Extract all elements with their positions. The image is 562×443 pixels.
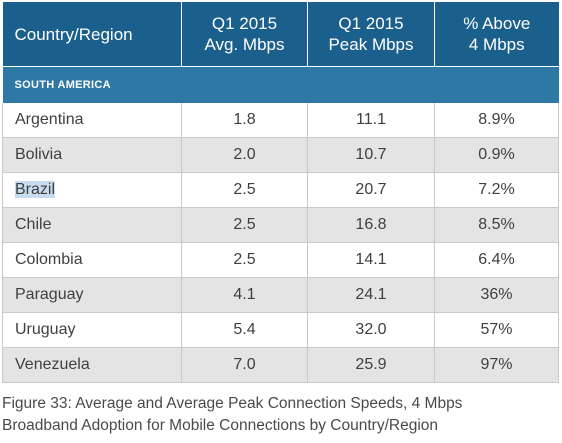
header-country-label: Country/Region: [14, 24, 133, 44]
country-cell[interactable]: Uruguay: [2, 312, 182, 348]
section-label: SOUTH AMERICA: [2, 66, 559, 103]
header-peak-line2: Peak Mbps: [328, 35, 414, 54]
avg-mbps-cell[interactable]: 5.4: [181, 312, 308, 348]
avg-mbps-cell[interactable]: 4.1: [181, 277, 308, 313]
header-above-line2: 4 Mbps: [468, 35, 525, 54]
peak-mbps-cell[interactable]: 11.1: [307, 103, 435, 138]
header-peak-mbps: Q1 2015 Peak Mbps: [307, 2, 435, 67]
country-cell[interactable]: Chile: [2, 207, 182, 243]
header-country-region: Country/Region: [2, 2, 182, 67]
table-row: Venezuela 7.0 25.9 97%: [2, 347, 559, 383]
country-name[interactable]: Argentina: [15, 111, 84, 128]
avg-mbps-cell[interactable]: 2.5: [181, 242, 308, 278]
table-row: Colombia 2.5 14.1 6.4%: [2, 242, 559, 278]
peak-mbps-cell[interactable]: 25.9: [307, 347, 435, 383]
header-avg-mbps: Q1 2015 Avg. Mbps: [181, 2, 308, 67]
table-row: Argentina 1.8 11.1 8.9%: [2, 103, 559, 138]
percent-above-cell[interactable]: 8.9%: [434, 103, 559, 138]
country-cell[interactable]: Venezuela: [2, 347, 182, 383]
table-row: Paraguay 4.1 24.1 36%: [2, 277, 559, 313]
peak-mbps-cell[interactable]: 32.0: [307, 312, 435, 348]
percent-above-cell[interactable]: 57%: [434, 312, 559, 348]
avg-mbps-cell[interactable]: 1.8: [181, 103, 308, 138]
header-avg-line1: Q1 2015: [211, 14, 278, 33]
country-cell[interactable]: Paraguay: [2, 277, 182, 313]
peak-mbps-cell[interactable]: 10.7: [307, 137, 435, 173]
table-row: Uruguay 5.4 32.0 57%: [2, 312, 559, 348]
country-cell[interactable]: Bolivia: [2, 137, 182, 173]
caption-line-1[interactable]: Figure 33: Average and Average Peak Conn…: [2, 395, 463, 412]
country-name[interactable]: Colombia: [15, 251, 83, 268]
percent-above-cell[interactable]: 7.2%: [434, 172, 559, 208]
avg-mbps-cell[interactable]: 2.5: [181, 207, 308, 243]
peak-mbps-cell[interactable]: 24.1: [307, 277, 435, 313]
header-peak-line1: Q1 2015: [338, 14, 404, 33]
connection-speed-table: Country/Region Q1 2015 Avg. Mbps Q1 2015…: [2, 2, 559, 383]
country-name-selected[interactable]: Brazil: [15, 181, 56, 198]
peak-mbps-cell[interactable]: 14.1: [307, 242, 435, 278]
data-table-container: Country/Region Q1 2015 Avg. Mbps Q1 2015…: [2, 2, 559, 383]
header-above-line1: % Above: [463, 14, 531, 33]
avg-mbps-cell[interactable]: 2.0: [181, 137, 308, 173]
table-body: SOUTH AMERICA Argentina 1.8 11.1 8.9% Bo…: [2, 66, 559, 383]
peak-mbps-cell[interactable]: 16.8: [307, 207, 435, 243]
percent-above-cell[interactable]: 6.4%: [434, 242, 559, 278]
figure-caption[interactable]: Figure 33: Average and Average Peak Conn…: [2, 393, 558, 437]
country-name[interactable]: Bolivia: [15, 146, 63, 163]
country-name[interactable]: Uruguay: [15, 321, 76, 338]
peak-mbps-cell[interactable]: 20.7: [307, 172, 435, 208]
country-cell[interactable]: Colombia: [2, 242, 182, 278]
header-avg-line2: Avg. Mbps: [204, 35, 285, 54]
country-name[interactable]: Venezuela: [15, 356, 90, 373]
country-name[interactable]: Paraguay: [15, 286, 84, 303]
header-percent-above: % Above 4 Mbps: [434, 2, 559, 67]
table-row: Chile 2.5 16.8 8.5%: [2, 207, 559, 243]
country-cell[interactable]: Brazil: [2, 172, 182, 208]
caption-line-2[interactable]: Broadband Adoption for Mobile Connection…: [2, 417, 438, 434]
avg-mbps-cell[interactable]: 7.0: [181, 347, 308, 383]
percent-above-cell[interactable]: 8.5%: [434, 207, 559, 243]
percent-above-cell[interactable]: 36%: [434, 277, 559, 313]
percent-above-cell[interactable]: 0.9%: [434, 137, 559, 173]
country-cell[interactable]: Argentina: [2, 103, 182, 138]
section-row: SOUTH AMERICA: [2, 66, 559, 103]
table-row: Brazil 2.5 20.7 7.2%: [2, 172, 559, 208]
percent-above-cell[interactable]: 97%: [434, 347, 559, 383]
table-row: Bolivia 2.0 10.7 0.9%: [2, 137, 559, 173]
country-name[interactable]: Chile: [15, 216, 52, 233]
avg-mbps-cell[interactable]: 2.5: [181, 172, 308, 208]
table-header: Country/Region Q1 2015 Avg. Mbps Q1 2015…: [2, 2, 559, 67]
header-row: Country/Region Q1 2015 Avg. Mbps Q1 2015…: [2, 2, 559, 67]
